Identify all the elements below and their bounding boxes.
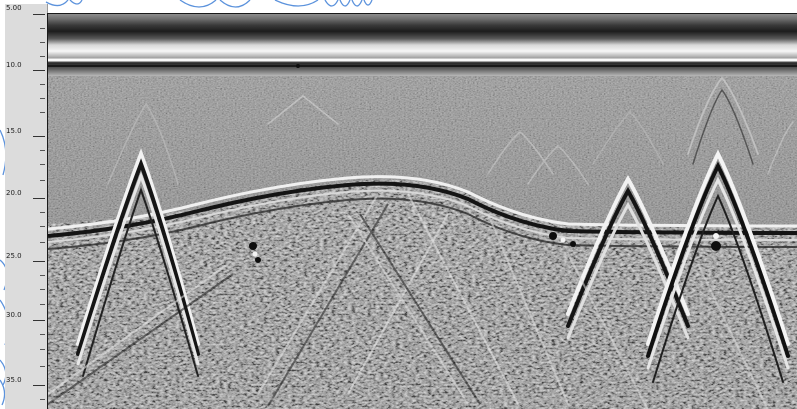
depth-major-tick [33,198,45,199]
depth-major-tick [33,14,45,15]
depth-tick-label: 25.0 [6,252,22,260]
depth-tick-label: 30.0 [6,311,22,319]
gpr-radargram [47,13,797,409]
depth-tick-label: 10.0 [6,61,22,69]
depth-major-tick [33,320,45,321]
depth-minor-tick [40,349,45,350]
depth-minor-tick [40,366,45,367]
depth-major-tick [33,136,45,137]
depth-minor-tick [40,226,45,227]
depth-major-tick [33,70,45,71]
depth-minor-tick [40,304,45,305]
depth-minor-tick [40,212,45,213]
depth-minor-tick [40,42,45,43]
depth-minor-tick [40,275,45,276]
depth-minor-tick [40,164,45,165]
radargram-graphic [48,14,797,409]
depth-minor-tick [40,28,45,29]
depth-minor-tick [40,242,45,243]
depth-minor-tick [40,150,45,151]
depth-tick-label: 5.00 [6,4,22,12]
depth-tick-label: 35.0 [6,376,22,384]
depth-tick-label: 20.0 [6,189,22,197]
depth-axis: 5.00 10.0 15.0 20.0 25.0 30.0 35.0 [5,4,48,409]
depth-minor-tick [40,84,45,85]
depth-minor-tick [40,180,45,181]
depth-minor-tick [40,98,45,99]
depth-minor-tick [40,289,45,290]
depth-minor-tick [40,399,45,400]
depth-major-tick [33,385,45,386]
depth-minor-tick [40,112,45,113]
depth-major-tick [33,261,45,262]
depth-minor-tick [40,56,45,57]
depth-tick-label: 15.0 [6,127,22,135]
depth-minor-tick [40,334,45,335]
